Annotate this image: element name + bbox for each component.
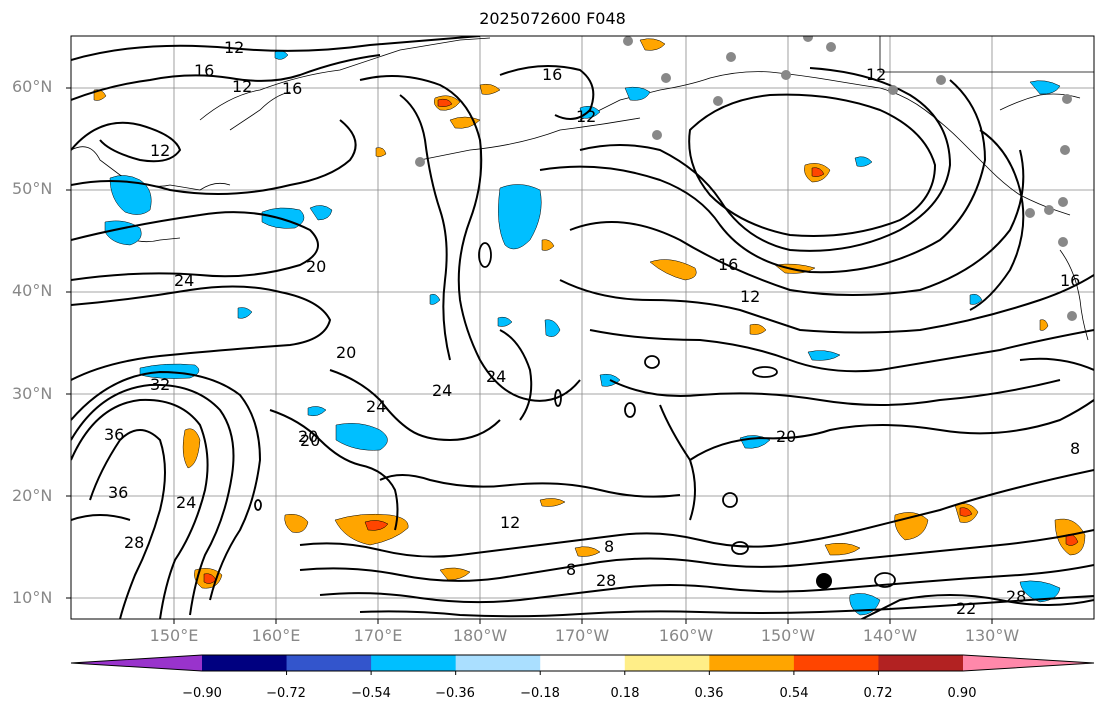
lat-label: 30°N	[12, 384, 53, 403]
contour-label: 12	[500, 513, 520, 532]
colorbar-tick-label: −0.18	[520, 686, 560, 701]
contour-label: 24	[432, 381, 452, 400]
contour-label: 20	[300, 431, 320, 450]
colorbar-segment	[371, 655, 457, 671]
colorbar-tick-label: 0.72	[863, 686, 893, 701]
contour-label: 8	[566, 560, 576, 579]
contour-label: 20	[306, 257, 326, 276]
contour-label: 16	[194, 61, 214, 80]
lon-label: 150°E	[149, 626, 199, 645]
coastlines	[71, 36, 1094, 341]
contour-label: 12	[224, 38, 244, 57]
colorbar-segment	[202, 655, 288, 671]
colorbar-segment	[286, 655, 372, 671]
contour-label: 32	[150, 375, 170, 394]
contour-label: 28	[596, 571, 616, 590]
contour-label: 24	[486, 367, 506, 386]
lon-label: 160°W	[658, 626, 714, 645]
small-contours	[254, 242, 896, 588]
lon-label: 170°E	[353, 626, 403, 645]
contour-label: 24	[176, 493, 196, 512]
colorbar-segment	[624, 655, 710, 671]
gridlines	[71, 36, 1094, 619]
contour-label: 28	[124, 533, 144, 552]
contour-label: 12	[866, 65, 886, 84]
lat-label: 20°N	[12, 486, 53, 505]
contour-label: 12	[576, 107, 596, 126]
lat-label: 10°N	[12, 588, 53, 607]
contour-label: 12	[740, 287, 760, 306]
axis-ticks	[66, 87, 993, 624]
colorbar-segment	[793, 655, 879, 671]
colorbar-tick-label: −0.36	[435, 686, 475, 701]
contour-label: 20	[776, 427, 796, 446]
contour-label-group: 12 16 12 16 12 20 24 20 24 24 24 20 16 1…	[104, 38, 1080, 618]
lat-label: 40°N	[12, 281, 53, 300]
colorbar-segment	[455, 655, 541, 671]
contour-label: 12	[232, 77, 252, 96]
colorbar-tick-label: 0.90	[947, 686, 977, 701]
contour-label: 28	[1006, 587, 1026, 606]
contour-label: 16	[1060, 271, 1080, 290]
contour-label: 22	[956, 599, 976, 618]
colorbar	[70, 654, 1095, 675]
lat-label: 60°N	[12, 77, 53, 96]
contour-label: 12	[150, 141, 170, 160]
height-contours	[71, 36, 1094, 619]
contour-label: 24	[174, 271, 194, 290]
contour-label: 16	[282, 79, 302, 98]
contour-label: 24	[366, 397, 386, 416]
contour-label: 8	[1070, 439, 1080, 458]
contour-label: 36	[108, 483, 128, 502]
colorbar-segment	[878, 655, 964, 671]
lon-label: 130°W	[964, 626, 1020, 645]
colorbar-tick-label: −0.72	[266, 686, 306, 701]
contour-label: 16	[542, 65, 562, 84]
colorbar-segment	[709, 655, 795, 671]
colorbar-tick-label: 0.54	[779, 686, 809, 701]
contour-label: 20	[298, 427, 318, 446]
colorbar-outline	[70, 654, 1095, 672]
colorbar-tick-label: −0.54	[351, 686, 391, 701]
lat-label: 50°N	[12, 179, 53, 198]
storm-marker-icon	[816, 573, 832, 589]
contour-label: 16	[718, 255, 738, 274]
lon-label: 160°E	[251, 626, 301, 645]
contour-label: 36	[104, 425, 124, 444]
map-title: 2025072600 F048	[479, 9, 626, 28]
colorbar-tick-label: 0.18	[610, 686, 640, 701]
map-plot-area: 12 16 12 16 12 20 24 20 24 24 24 20 16 1…	[71, 36, 1094, 619]
lon-label: 170°W	[554, 626, 610, 645]
colorbar-extend-high	[963, 655, 1094, 671]
colorbar-tick-label: 0.36	[694, 686, 724, 701]
contour-label: 20	[336, 343, 356, 362]
lon-label: 150°W	[760, 626, 816, 645]
lon-label: 140°W	[862, 626, 918, 645]
colorbar-segment	[540, 655, 626, 671]
contour-label: 8	[604, 537, 614, 556]
station-dots	[415, 36, 1077, 321]
colorbar-tick-label: −0.90	[182, 686, 222, 701]
lon-label: 180°W	[452, 626, 508, 645]
colorbar-extend-low	[71, 655, 202, 671]
